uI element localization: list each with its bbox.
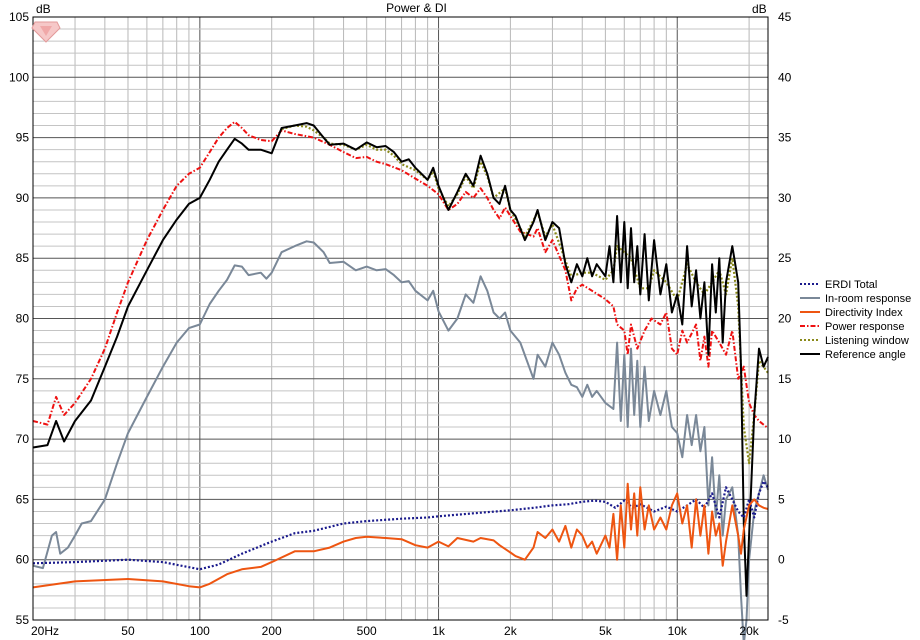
y-tick-label-left: 65 (16, 492, 30, 506)
x-tick-label: 5k (599, 624, 613, 638)
series-line-erdi-total (32, 480, 769, 571)
y-axis-label-left: dB (36, 2, 51, 16)
y-tick-label-right: 10 (778, 432, 792, 446)
y-tick-label-left: 95 (16, 131, 30, 145)
legend-label: Reference angle (825, 349, 906, 361)
legend-label: In-room response (825, 293, 911, 305)
y-tick-label-left: 85 (16, 251, 30, 265)
y-tick-label-right: 15 (778, 372, 792, 386)
series-line-in-room-response (32, 240, 769, 640)
y-tick-label-right: 40 (778, 70, 792, 84)
gem-logo-icon (31, 21, 61, 43)
y-tick-label-right: 25 (778, 251, 792, 265)
y-tick-label-left: 70 (16, 432, 30, 446)
y-tick-label-right: 20 (778, 312, 792, 326)
x-tick-label: 50 (121, 624, 135, 638)
x-tick-label: 20Hz (31, 624, 59, 638)
chart-title: Power & DI (386, 1, 447, 15)
x-tick-label: 10k (668, 624, 688, 638)
y-tick-label-left: 100 (9, 70, 29, 84)
y-tick-label-right: 5 (778, 492, 785, 506)
y-tick-label-left: 90 (16, 191, 30, 205)
y-tick-label-left: 60 (16, 553, 30, 567)
tick-labels: 20Hz 50 100 200 500 1k 2k 5k 10k 20k5560657075808… (9, 10, 792, 638)
y-tick-label-right: 45 (778, 10, 792, 24)
y-tick-label-right: 0 (778, 553, 785, 567)
y-tick-label-left: 55 (16, 613, 30, 627)
x-tick-label: 1k (432, 624, 446, 638)
plot-frame (32, 16, 769, 621)
y-tick-label-right: 35 (778, 131, 792, 145)
y-axis-label-right: dB (752, 2, 767, 16)
series-line-power-response (32, 120, 769, 429)
y-tick-label-left: 80 (16, 312, 30, 326)
x-tick-label: 500 (357, 624, 377, 638)
legend-label: ERDI Total (825, 279, 877, 291)
legend-label: Power response (825, 321, 905, 333)
legend-label: Listening window (825, 335, 909, 347)
grid-lines (33, 17, 768, 620)
series-layer (32, 120, 769, 640)
y-tick-label-left: 75 (16, 372, 30, 386)
legend: ERDI Total In-room response Directivity In… (800, 279, 911, 361)
series-line-reference-angle (32, 122, 769, 597)
x-tick-label: 20k (739, 624, 759, 638)
y-tick-label-right: -5 (778, 613, 789, 627)
series-line-directivity-index (32, 482, 769, 589)
x-tick-label: 100 (190, 624, 210, 638)
x-tick-label: 200 (262, 624, 282, 638)
y-tick-label-right: 30 (778, 191, 792, 205)
legend-label: Directivity Index (825, 307, 903, 319)
y-tick-label-left: 105 (9, 10, 29, 24)
x-tick-label: 2k (504, 624, 518, 638)
